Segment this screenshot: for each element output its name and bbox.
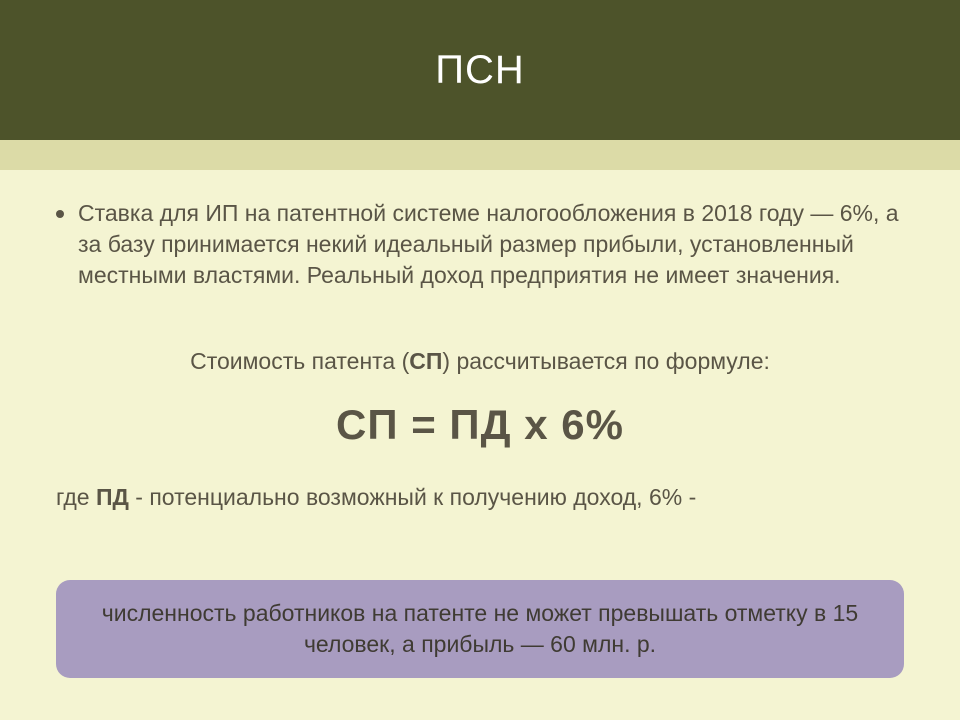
page-title: ПСН bbox=[435, 48, 525, 93]
slide: ПСН Ставка для ИП на патентной системе н… bbox=[0, 0, 960, 720]
formula-intro: Стоимость патента (СП) рассчитывается по… bbox=[56, 346, 904, 377]
bullet-paragraph: Ставка для ИП на патентной системе налог… bbox=[56, 198, 904, 290]
expl-prefix: где bbox=[56, 484, 96, 510]
expl-bold: ПД bbox=[96, 484, 129, 510]
formula-explanation: где ПД - потенциально возможный к получе… bbox=[56, 482, 904, 513]
intro-prefix: Стоимость патента ( bbox=[190, 348, 409, 374]
header-band: ПСН bbox=[0, 0, 960, 140]
intro-bold: СП bbox=[409, 348, 442, 374]
formula: СП = ПД х 6% bbox=[56, 397, 904, 453]
callout-box: численность работников на патенте не мож… bbox=[56, 580, 904, 678]
expl-suffix: - потенциально возможный к получению дох… bbox=[129, 484, 696, 510]
accent-bar bbox=[0, 140, 960, 170]
intro-paragraph: Ставка для ИП на патентной системе налог… bbox=[78, 198, 904, 290]
callout-text: численность работников на патенте не мож… bbox=[102, 600, 858, 657]
content-area: Ставка для ИП на патентной системе налог… bbox=[0, 170, 960, 720]
header-top-stripe bbox=[0, 0, 960, 22]
intro-suffix: ) рассчитывается по формуле: bbox=[442, 348, 769, 374]
bullet-icon bbox=[56, 210, 64, 218]
